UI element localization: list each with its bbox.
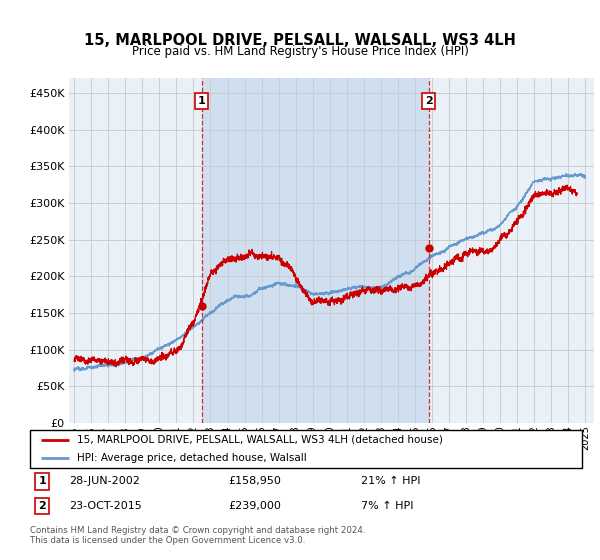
Text: 2: 2 bbox=[425, 96, 433, 106]
Text: 15, MARLPOOL DRIVE, PELSALL, WALSALL, WS3 4LH (detached house): 15, MARLPOOL DRIVE, PELSALL, WALSALL, WS… bbox=[77, 435, 443, 445]
Text: £158,950: £158,950 bbox=[229, 477, 281, 487]
Text: Contains HM Land Registry data © Crown copyright and database right 2024.: Contains HM Land Registry data © Crown c… bbox=[30, 526, 365, 535]
Bar bbox=[202, 78, 429, 423]
Text: 7% ↑ HPI: 7% ↑ HPI bbox=[361, 501, 414, 511]
Text: HPI: Average price, detached house, Walsall: HPI: Average price, detached house, Wals… bbox=[77, 453, 307, 463]
FancyBboxPatch shape bbox=[30, 430, 582, 468]
Text: 1: 1 bbox=[38, 477, 46, 487]
Text: Price paid vs. HM Land Registry's House Price Index (HPI): Price paid vs. HM Land Registry's House … bbox=[131, 45, 469, 58]
Text: 15, MARLPOOL DRIVE, PELSALL, WALSALL, WS3 4LH: 15, MARLPOOL DRIVE, PELSALL, WALSALL, WS… bbox=[84, 34, 516, 48]
Text: 1: 1 bbox=[198, 96, 206, 106]
Text: This data is licensed under the Open Government Licence v3.0.: This data is licensed under the Open Gov… bbox=[30, 536, 305, 545]
Text: 2: 2 bbox=[38, 501, 46, 511]
Text: 23-OCT-2015: 23-OCT-2015 bbox=[68, 501, 142, 511]
Text: £239,000: £239,000 bbox=[229, 501, 281, 511]
Text: 21% ↑ HPI: 21% ↑ HPI bbox=[361, 477, 421, 487]
Text: 28-JUN-2002: 28-JUN-2002 bbox=[68, 477, 140, 487]
